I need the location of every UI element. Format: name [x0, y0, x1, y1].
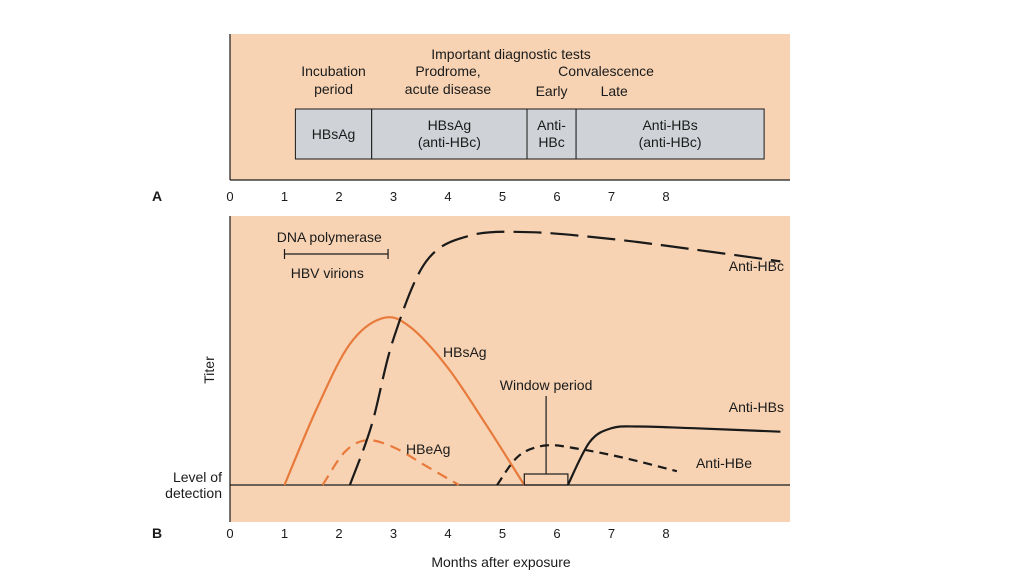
panel-a-x-ticks: 0 1 2 3 4 5 6 7 8 — [226, 189, 669, 204]
phase-label: Early — [536, 83, 568, 99]
series-line-anti-hbc — [348, 230, 781, 486]
x-tick-label: 1 — [281, 526, 288, 541]
series-line-hbeag — [321, 439, 460, 486]
x-tick-label: 7 — [608, 526, 615, 541]
x-tick-label: 0 — [226, 189, 233, 204]
x-tick-label: 2 — [335, 189, 342, 204]
x-tick-label: 8 — [662, 526, 669, 541]
panel-b-letter: B — [152, 525, 162, 541]
diagnostic-test-boxes: HBsAgHBsAg(anti-HBc)Anti-HBcAnti-HBs(ant… — [294, 108, 765, 160]
x-tick-label: 6 — [553, 526, 560, 541]
phase-label: Late — [601, 83, 628, 99]
phase-label: Convalescence — [558, 63, 654, 79]
x-tick-label: 5 — [499, 189, 506, 204]
dna-polymerase-label: DNA polymerase — [277, 229, 382, 245]
detection-level-text: detection — [165, 485, 222, 501]
series-label: HBsAg — [443, 344, 487, 360]
series-line-anti-hbs — [566, 425, 781, 486]
test-box-label: Anti-HBs — [642, 117, 697, 133]
panel-a: Important diagnostic tests Incubation per… — [152, 34, 790, 204]
series-line-anti-hbe — [496, 444, 678, 486]
x-tick-label: 4 — [444, 189, 451, 204]
panel-b: HBsAg HBeAg Anti-HBc Anti-HBs Anti-HBe DNA p… — [152, 216, 790, 570]
phase-label: period — [314, 81, 353, 97]
panel-b-background — [230, 216, 790, 522]
x-axis-label: Months after exposure — [431, 554, 571, 570]
y-axis-label: Titer — [201, 356, 217, 384]
test-box-label: HBsAg — [428, 117, 472, 133]
x-tick-label: 8 — [662, 189, 669, 204]
x-tick-label: 1 — [281, 189, 288, 204]
panel-b-annotations: DNA polymerase HBV virions Window period — [277, 229, 593, 486]
series-label: Anti-HBe — [696, 455, 752, 471]
test-box — [575, 108, 765, 160]
x-tick-label: 4 — [444, 526, 451, 541]
panel-b-x-ticks: 0 1 2 3 4 5 6 7 8 — [226, 526, 669, 541]
phase-label: Incubation — [301, 63, 366, 79]
series-label: Anti-HBs — [729, 399, 784, 415]
x-tick-label: 7 — [608, 189, 615, 204]
test-box-label: HBsAg — [312, 126, 356, 142]
hbv-virions-label: HBV virions — [291, 265, 364, 281]
test-box-label: Anti- — [537, 117, 566, 133]
x-tick-label: 3 — [390, 189, 397, 204]
panel-a-title: Important diagnostic tests — [431, 46, 591, 62]
series-line-hbsag — [283, 316, 526, 486]
test-box-label: (anti-HBc) — [418, 134, 481, 150]
x-tick-label: 3 — [390, 526, 397, 541]
series-labels: HBsAg HBeAg Anti-HBc Anti-HBs Anti-HBe — [406, 258, 784, 471]
panel-a-letter: A — [152, 188, 162, 204]
test-box-label: HBc — [538, 134, 564, 150]
phase-label: acute disease — [405, 81, 492, 97]
titer-curves — [283, 230, 781, 486]
x-tick-label: 0 — [226, 526, 233, 541]
detection-level-text: Level of — [173, 469, 222, 485]
window-period-label: Window period — [500, 377, 593, 393]
phase-labels: Incubation period Prodrome, acute disease Co… — [301, 63, 654, 99]
series-label: HBeAg — [406, 441, 450, 457]
x-tick-label: 2 — [335, 526, 342, 541]
series-label: Anti-HBc — [729, 258, 784, 274]
phase-label: Prodrome, — [415, 63, 480, 79]
test-box-label: (anti-HBc) — [639, 134, 702, 150]
x-tick-label: 5 — [499, 526, 506, 541]
x-tick-label: 6 — [553, 189, 560, 204]
